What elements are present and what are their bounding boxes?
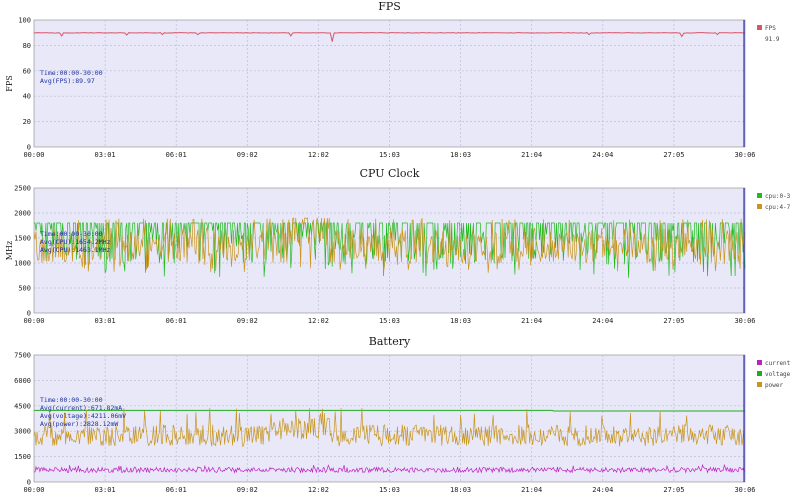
x-tick-label: 00:00 <box>23 151 44 159</box>
y-tick-label: 6000 <box>14 377 31 385</box>
stats-annotation: Time:00:00-30:00 <box>40 69 103 77</box>
y-axis-label: FPS <box>5 75 14 91</box>
y-tick-label: 1500 <box>14 453 31 461</box>
legend-swatch <box>757 204 762 209</box>
stats-annotation: Time:00:00-30:00 <box>40 396 103 404</box>
legend-swatch <box>757 382 762 387</box>
plot-area <box>33 19 746 148</box>
x-tick-label: 15:03 <box>379 151 400 159</box>
x-tick-label: 00:00 <box>23 317 44 325</box>
x-tick-label: 27:05 <box>663 151 684 159</box>
x-tick-label: 12:02 <box>308 486 329 494</box>
legend-swatch <box>757 360 762 365</box>
x-tick-label: 00:00 <box>23 486 44 494</box>
y-tick-label: 1500 <box>14 235 31 243</box>
x-tick-label: 12:02 <box>308 317 329 325</box>
stats-annotation: Avg(current):671.82mA <box>40 404 122 412</box>
x-tick-label: 24:04 <box>592 317 613 325</box>
y-tick-label: 2500 <box>14 185 31 193</box>
y-tick-label: 40 <box>23 93 31 101</box>
y-tick-label: 0 <box>27 479 31 487</box>
y-tick-label: 3000 <box>14 428 31 436</box>
x-tick-label: 09:02 <box>237 151 258 159</box>
x-tick-label: 21:04 <box>521 486 542 494</box>
x-tick-label: 21:04 <box>521 317 542 325</box>
legend-swatch <box>757 25 762 30</box>
legend-swatch <box>757 193 762 198</box>
x-tick-label: 03:01 <box>95 486 116 494</box>
x-tick-label: 30:06 <box>734 486 755 494</box>
y-tick-label: 0 <box>27 144 31 152</box>
series-line-voltage <box>34 409 745 412</box>
x-tick-label: 24:04 <box>592 486 613 494</box>
x-tick-label: 15:03 <box>379 486 400 494</box>
stats-annotation: Avg(CPU):1654.2MHz <box>40 238 111 246</box>
x-tick-label: 21:04 <box>521 151 542 159</box>
y-tick-label: 0 <box>27 310 31 318</box>
x-tick-label: 30:06 <box>734 317 755 325</box>
stats-annotation: Avg(CPU):1463.1MHz <box>40 246 111 254</box>
stats-annotation: Avg(power):2828.12mW <box>40 420 118 428</box>
y-tick-label: 500 <box>18 285 31 293</box>
x-tick-label: 18:03 <box>450 486 471 494</box>
stats-annotation: Avg(voltage):4211.06mV <box>40 412 126 420</box>
y-axis-label: MHz <box>5 241 14 260</box>
x-tick-label: 15:03 <box>379 317 400 325</box>
series-line-cpu-4-7 <box>33 217 746 273</box>
legend-label: current <box>765 360 791 367</box>
legend-label: cpu:4-7 <box>765 204 791 211</box>
y-tick-label: 1000 <box>14 260 31 268</box>
x-tick-label: 18:03 <box>450 317 471 325</box>
legend-label: power <box>765 382 783 389</box>
x-tick-label: 06:01 <box>166 486 187 494</box>
y-tick-label: 20 <box>23 118 31 126</box>
x-tick-label: 24:04 <box>592 151 613 159</box>
x-tick-label: 27:05 <box>663 317 684 325</box>
y-tick-label: 7500 <box>14 352 31 360</box>
x-tick-label: 12:02 <box>308 151 329 159</box>
series-line-power <box>33 407 746 448</box>
series-line-current <box>33 463 746 474</box>
x-tick-label: 09:02 <box>237 486 258 494</box>
x-tick-label: 03:01 <box>95 317 116 325</box>
legend-label: voltage <box>765 371 791 378</box>
legend-label: 91.9 <box>765 36 780 43</box>
legend-label: FPS <box>765 25 776 32</box>
x-tick-label: 09:02 <box>237 317 258 325</box>
x-tick-label: 27:05 <box>663 486 684 494</box>
x-tick-label: 06:01 <box>166 317 187 325</box>
y-tick-label: 4500 <box>14 402 31 410</box>
legend-label: cpu:0-3 <box>765 193 791 200</box>
chart-title: FPS <box>378 0 401 13</box>
plot-area <box>33 354 746 483</box>
x-tick-label: 03:01 <box>95 151 116 159</box>
y-tick-label: 100 <box>18 17 31 25</box>
x-tick-label: 18:03 <box>450 151 471 159</box>
y-tick-label: 2000 <box>14 210 31 218</box>
legend-swatch <box>757 371 762 376</box>
stats-annotation: Time:00:00-30:00 <box>40 230 103 238</box>
y-tick-label: 60 <box>23 67 31 75</box>
chart-title: Battery <box>369 335 411 348</box>
chart-title: CPU Clock <box>360 167 420 180</box>
y-tick-label: 80 <box>23 42 31 50</box>
x-tick-label: 06:01 <box>166 151 187 159</box>
series-line-fps <box>33 32 746 42</box>
stats-annotation: Avg(FPS):89.97 <box>40 77 95 85</box>
x-tick-label: 30:06 <box>734 151 755 159</box>
